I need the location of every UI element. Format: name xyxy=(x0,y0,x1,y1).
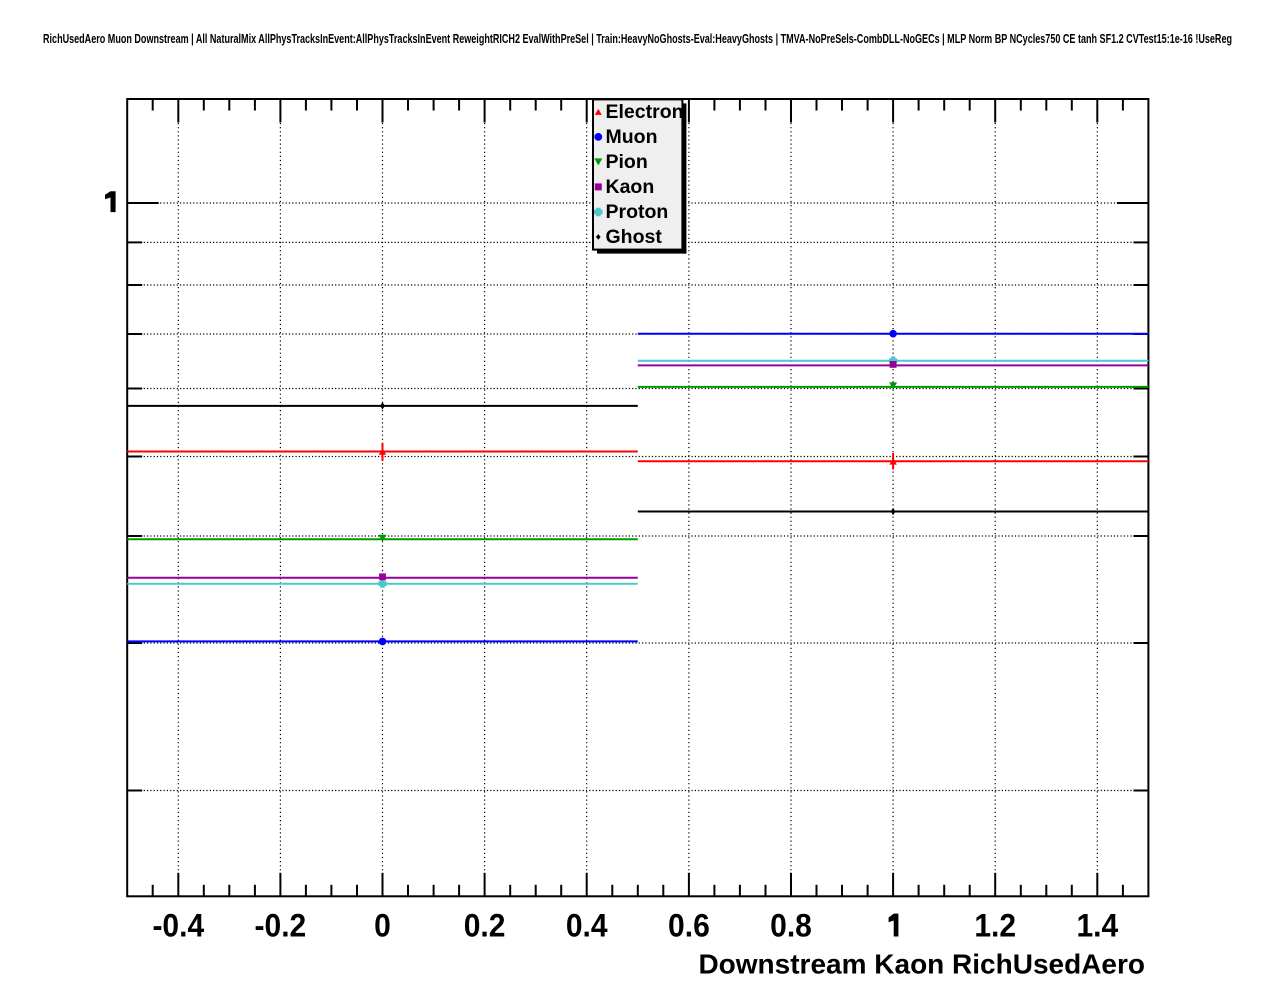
svg-text:0.8: 0.8 xyxy=(770,908,812,944)
svg-text:Proton: Proton xyxy=(606,201,669,223)
svg-text:-0.4: -0.4 xyxy=(152,908,204,944)
svg-text:0.4: 0.4 xyxy=(566,908,608,944)
svg-text:1.4: 1.4 xyxy=(1076,908,1118,944)
svg-text:0.6: 0.6 xyxy=(668,908,710,944)
svg-text:Ghost: Ghost xyxy=(606,226,663,248)
svg-text:Pion: Pion xyxy=(606,151,648,173)
svg-text:Downstream Kaon RichUsedAero: Downstream Kaon RichUsedAero xyxy=(698,949,1145,980)
svg-text:0.2: 0.2 xyxy=(464,908,506,944)
svg-text:RichUsedAero Muon Downstream |: RichUsedAero Muon Downstream | All Natur… xyxy=(43,31,1232,46)
svg-text:Muon: Muon xyxy=(606,126,658,148)
svg-text:0: 0 xyxy=(374,908,391,944)
svg-text:Kaon: Kaon xyxy=(606,176,655,198)
svg-text:1.2: 1.2 xyxy=(974,908,1016,944)
svg-text:-0.2: -0.2 xyxy=(255,908,307,944)
svg-text:Electron: Electron xyxy=(606,101,684,123)
